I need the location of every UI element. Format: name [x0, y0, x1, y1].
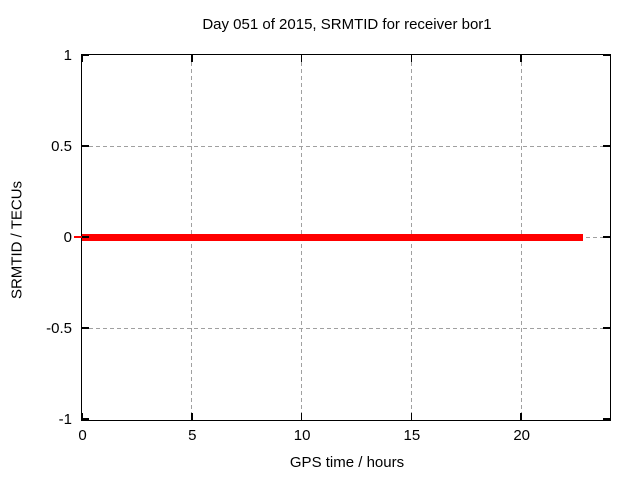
- series-0-line: [82, 233, 583, 241]
- y-tick-right-1: [603, 54, 610, 56]
- x-tick-label-10: 10: [293, 427, 311, 444]
- x-tick-bottom-5: [191, 413, 193, 420]
- series-0-left-cap: [74, 235, 82, 239]
- x-tick-top-5: [191, 55, 193, 62]
- y-tick-right--1: [603, 418, 610, 420]
- x-tick-bottom-15: [410, 413, 413, 420]
- x-tick-label-5: 5: [188, 427, 197, 444]
- x-tick-bottom-20: [520, 413, 522, 420]
- x-tick-label-20: 20: [513, 427, 530, 444]
- y-tick-right-0: [603, 236, 610, 238]
- gridline-y-0.5: [82, 145, 610, 147]
- y-tick-label--1: -1: [58, 410, 72, 428]
- y-tick-left-0.5: [82, 145, 89, 147]
- y-tick-label-1: 1: [63, 46, 72, 64]
- x-tick-top-0: [81, 55, 83, 62]
- x-tick-bottom-10: [300, 413, 303, 420]
- y-tick-label-0: 0: [63, 228, 72, 246]
- y-tick-right-0.5: [603, 145, 610, 147]
- y-tick-left--1: [82, 418, 89, 420]
- x-tick-bottom-0: [81, 413, 83, 420]
- x-tick-top-10: [300, 55, 303, 62]
- y-tick-left-0: [82, 236, 89, 238]
- y-tick-label--0.5: -0.5: [46, 319, 72, 337]
- y-tick-label-0.5: 0.5: [51, 137, 72, 155]
- x-axis-label: GPS time / hours: [289, 454, 405, 471]
- gridline-y--0.5: [82, 327, 610, 329]
- chart-title: Day 051 of 2015, SRMTID for receiver bor…: [202, 16, 492, 33]
- y-tick-left-1: [82, 54, 89, 56]
- y-tick-left--0.5: [82, 327, 89, 329]
- x-tick-top-15: [410, 55, 413, 62]
- x-tick-label-15: 15: [403, 427, 421, 444]
- plot-area: [74, 54, 611, 421]
- x-tick-label-0: 0: [78, 427, 87, 444]
- y-tick-right--0.5: [603, 327, 610, 329]
- x-tick-top-20: [520, 55, 522, 62]
